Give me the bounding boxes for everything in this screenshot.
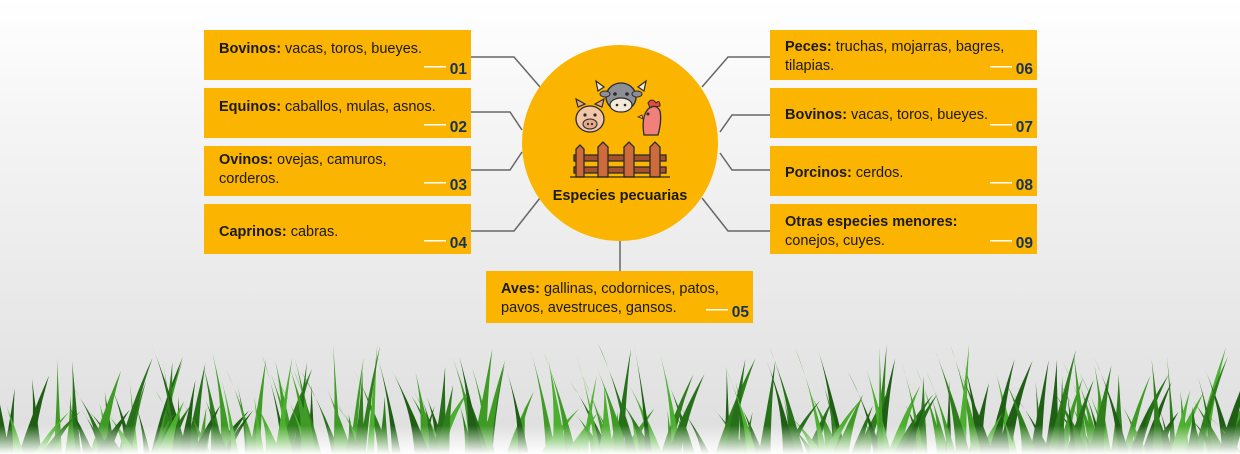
species-text: cabras. [286, 224, 339, 240]
species-card-06: Peces: truchas, mojarras, bagres, tilapi… [770, 30, 1037, 80]
species-title: Bovinos: [219, 41, 282, 57]
species-card-01: Bovinos: vacas, toros, bueyes. 01 [204, 30, 471, 80]
species-title: Ovinos: [219, 152, 273, 168]
species-title: Porcinos: [785, 165, 852, 181]
species-text: vacas, toros, bueyes. [847, 107, 989, 123]
center-hub: Especies pecuarias [522, 45, 718, 241]
cow-head-icon [595, 79, 647, 113]
species-card-03: Ovinos: ovejas, camuros, corderos. 03 [204, 146, 471, 196]
species-text: conejos, cuyes. [785, 233, 885, 249]
species-card-07: Bovinos: vacas, toros, bueyes. 07 [770, 88, 1037, 138]
species-number: 09 [989, 234, 1033, 253]
species-text: truchas, mojarras, bagres, tilapias. [785, 39, 1005, 74]
species-number: 02 [423, 118, 467, 137]
species-text: ovejas, camuros, corderos. [219, 152, 387, 187]
fence-icon [570, 141, 670, 178]
species-card-09: Otras especies menores: conejos, cuyes. … [770, 204, 1037, 254]
species-card-05: Aves: gallinas, codornices, patos, pavos… [486, 271, 753, 323]
species-number: 06 [989, 60, 1033, 79]
species-title: Equinos: [219, 99, 282, 115]
species-text: gallinas, codornices, patos, pavos, aves… [501, 281, 719, 316]
species-number: 04 [423, 234, 467, 253]
species-title: Aves: [501, 281, 540, 297]
species-title: Otras especies menores: [785, 214, 958, 230]
species-title: Peces: [785, 39, 832, 55]
species-number: 05 [705, 303, 749, 322]
pig-head-icon [575, 97, 605, 133]
species-card-08: Porcinos: cerdos. 08 [770, 146, 1037, 196]
species-number: 01 [423, 60, 467, 79]
farm-animals-fence-icon [570, 79, 670, 178]
species-title: Caprinos: [219, 224, 287, 240]
species-number: 07 [989, 118, 1033, 137]
species-number: 03 [423, 176, 467, 195]
chicken-icon [637, 99, 662, 136]
species-number: 08 [989, 176, 1033, 195]
species-text: vacas, toros, bueyes. [281, 41, 423, 57]
grass-decoration [0, 340, 1240, 454]
species-card-04: Caprinos: cabras. 04 [204, 204, 471, 254]
species-title: Bovinos: [785, 107, 848, 123]
species-card-02: Equinos: caballos, mulas, asnos. 02 [204, 88, 471, 138]
species-text: caballos, mulas, asnos. [281, 99, 436, 115]
center-label: Especies pecuarias [552, 188, 688, 204]
species-text: cerdos. [851, 165, 904, 181]
